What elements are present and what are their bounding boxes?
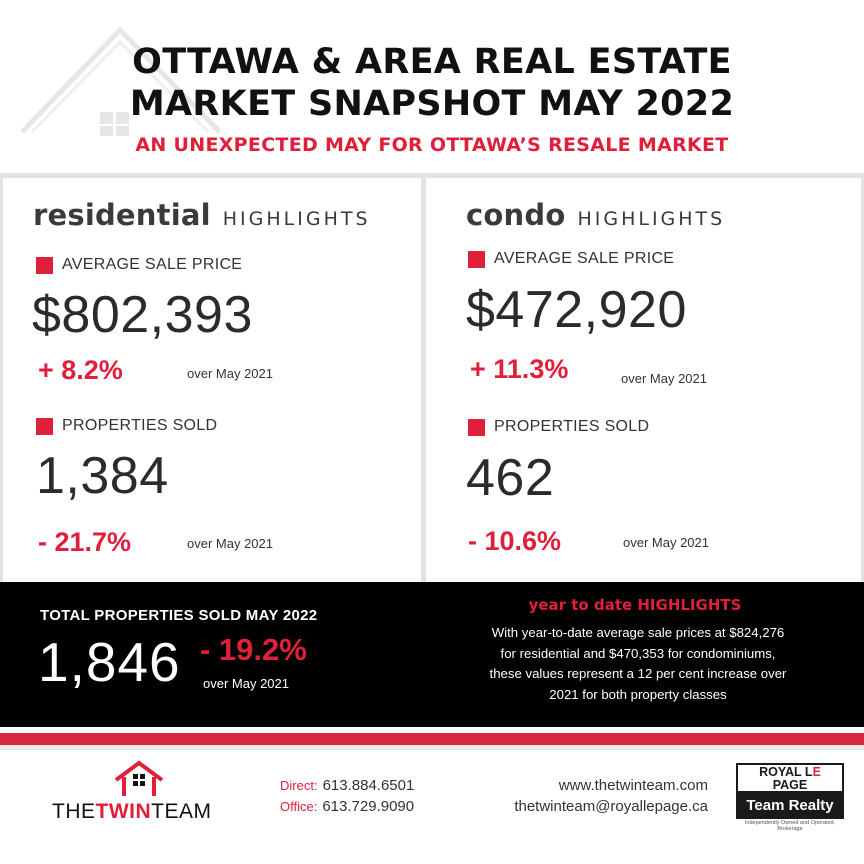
total-sold-over: over May 2021 — [203, 676, 289, 691]
total-sold-change: - 19.2% — [200, 632, 307, 667]
residential-word: residential — [33, 198, 211, 232]
condo-avg-change: + 11.3% — [470, 354, 569, 384]
condo-avg-value: $472,920 — [466, 281, 687, 339]
page-subtitle: AN UNEXPECTED MAY FOR OTTAWA’S RESALE MA… — [135, 134, 729, 156]
top-divider — [0, 173, 864, 178]
condo-highlights-word: HIGHLIGHTS — [577, 208, 726, 230]
residential-sold-over: over May 2021 — [187, 536, 273, 551]
residential-avg-label: AVERAGE SALE PRICE — [36, 256, 242, 274]
residential-highlights-word: HIGHLIGHTS — [222, 208, 371, 230]
condo-word: condo — [466, 198, 566, 232]
condo-avg-label: AVERAGE SALE PRICE — [468, 250, 674, 268]
residential-avg-value: $802,393 — [32, 286, 253, 344]
residential-sold-label: PROPERTIES SOLD — [36, 417, 217, 435]
page-title-line2: MARKET SNAPSHOT MAY 2022 — [129, 84, 735, 124]
house-outline-icon — [20, 26, 220, 136]
footer-red-stripe — [0, 733, 864, 745]
condo-sold-over: over May 2021 — [623, 535, 709, 550]
footer-gray-stripe — [0, 745, 864, 750]
red-square-icon — [468, 418, 485, 436]
condo-sold-change: - 10.6% — [468, 526, 562, 556]
page-title-line1: OTTAWA & AREA REAL ESTATE — [132, 42, 732, 82]
left-border — [0, 178, 3, 582]
website-link[interactable]: www.thetwinteam.com — [558, 777, 708, 794]
direct-phone: Direct: 613.884.6501 — [280, 777, 415, 794]
residential-avg-over: over May 2021 — [187, 366, 273, 381]
red-square-icon — [36, 256, 53, 274]
total-sold-value: 1,846 — [38, 631, 181, 693]
summary-band — [0, 582, 864, 727]
residential-avg-change: + 8.2% — [38, 355, 123, 385]
condo-avg-over: over May 2021 — [621, 371, 707, 386]
center-divider — [421, 178, 426, 582]
office-phone: Office: 613.729.9090 — [280, 798, 415, 815]
email-link[interactable]: thetwinteam@royallepage.ca — [514, 798, 708, 815]
total-sold-label: TOTAL PROPERTIES SOLD MAY 2022 — [40, 607, 318, 624]
residential-sold-value: 1,384 — [36, 447, 169, 505]
red-square-icon — [468, 250, 485, 268]
twin-team-logo-text: THETWINTEAM — [52, 800, 212, 823]
condo-sold-label: PROPERTIES SOLD — [468, 418, 649, 436]
twin-team-house-icon — [114, 760, 164, 796]
ytd-body: With year-to-date average sale prices at… — [489, 625, 787, 702]
ytd-title: year to date HIGHLIGHTS — [528, 596, 742, 614]
residential-sold-change: - 21.7% — [38, 527, 132, 557]
red-square-icon — [36, 417, 53, 435]
condo-heading: condo HIGHLIGHTS — [466, 198, 725, 232]
condo-sold-value: 462 — [466, 449, 555, 507]
residential-heading: residential HIGHLIGHTS — [33, 198, 371, 232]
right-border — [861, 178, 864, 582]
royal-lepage-logo: ROYAL LE PAGE Team Realty Independently … — [736, 763, 844, 832]
